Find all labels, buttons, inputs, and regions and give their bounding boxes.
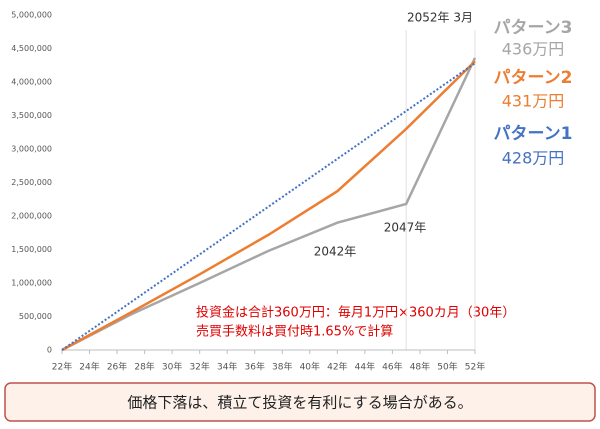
x-tick-label: 38年 bbox=[272, 361, 292, 373]
end-label: 431万円 bbox=[502, 92, 565, 111]
caption-box bbox=[4, 382, 596, 422]
x-tick-label: 32年 bbox=[189, 361, 209, 373]
caption: 価格下落は、積立て投資を有利にする場合がある。 bbox=[127, 394, 472, 412]
end-label: 436万円 bbox=[502, 40, 565, 59]
x-tick-label: 26年 bbox=[107, 361, 127, 373]
x-tick-label: 24年 bbox=[79, 361, 99, 373]
y-tick-label: 1,000,000 bbox=[11, 279, 52, 288]
series-line bbox=[61, 57, 477, 352]
end-label: 428万円 bbox=[502, 149, 565, 168]
y-tick-label: 2,000,000 bbox=[11, 212, 52, 221]
x-tick-label: 40年 bbox=[300, 361, 320, 373]
y-tick-label: 500,000 bbox=[19, 312, 52, 321]
annotation: 2042年 bbox=[314, 245, 357, 259]
x-tick-label: 34年 bbox=[217, 361, 237, 373]
legend-label: パターン1 bbox=[494, 124, 573, 144]
y-tick-label: 4,500,000 bbox=[11, 44, 52, 53]
legend-label: パターン2 bbox=[494, 68, 573, 88]
legend-label: パターン3 bbox=[494, 18, 573, 38]
x-tick-label: 42年 bbox=[327, 361, 347, 373]
y-tick-label: 2,500,000 bbox=[11, 178, 52, 187]
x-tick-label: 52年 bbox=[465, 361, 485, 373]
x-tick-label: 46年 bbox=[382, 361, 402, 373]
x-tick-label: 44年 bbox=[355, 361, 375, 373]
note: 売買手数料は買付時1.65%で計算 bbox=[196, 324, 393, 340]
series-line bbox=[61, 60, 476, 352]
y-tick-label: 1,500,000 bbox=[11, 245, 52, 254]
y-tick-label: 3,000,000 bbox=[11, 145, 52, 154]
x-tick-label: 28年 bbox=[134, 361, 154, 373]
x-tick-label: 36年 bbox=[245, 361, 265, 373]
x-tick-label: 50年 bbox=[437, 361, 457, 373]
annotation: 2047年 bbox=[384, 221, 427, 235]
y-tick-label: 5,000,000 bbox=[11, 11, 52, 20]
x-tick-label: 22年 bbox=[52, 361, 72, 373]
annotation: 2052年 3月 bbox=[407, 11, 473, 25]
note: 投資金は合計360万円：毎月1万円×360カ月（30年） bbox=[196, 305, 515, 321]
y-tick-label: 0 bbox=[47, 346, 52, 355]
x-tick-label: 30年 bbox=[162, 361, 182, 373]
y-tick-label: 3,500,000 bbox=[11, 111, 52, 120]
y-tick-label: 4,000,000 bbox=[11, 78, 52, 87]
x-tick-label: 48年 bbox=[410, 361, 430, 373]
